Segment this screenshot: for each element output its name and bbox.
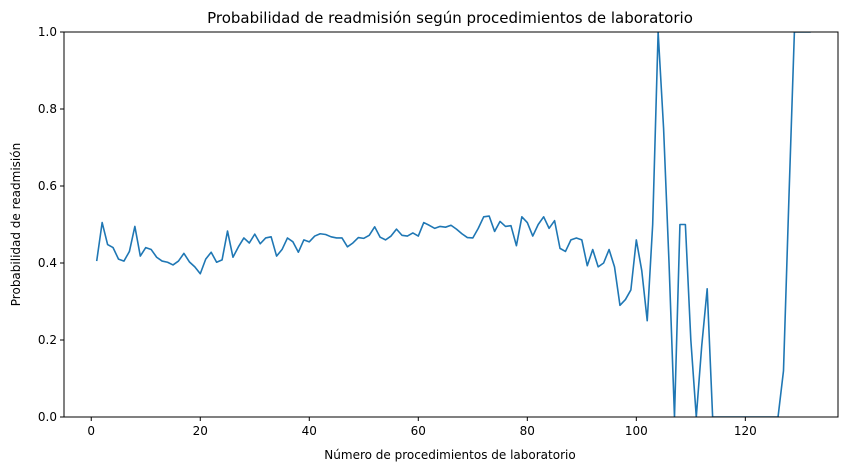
x-axis-label: Número de procedimientos de laboratorio: [324, 448, 575, 462]
x-tick-label: 100: [625, 424, 648, 438]
axes-frame: [63, 31, 839, 418]
y-tick-label: 0.0: [38, 410, 57, 424]
chart-title: Probabilidad de readmisión según procedi…: [207, 9, 693, 27]
x-tick-label: 80: [520, 424, 535, 438]
y-tick-label: 1.0: [38, 25, 57, 39]
x-tick-label: 0: [87, 424, 95, 438]
y-tick-label: 0.4: [38, 256, 57, 270]
y-tick-label: 0.2: [38, 333, 57, 347]
series-line: [95, 32, 811, 417]
x-axis: 0 20 40 60 80 100 120: [87, 417, 757, 438]
y-axis: 0.0 0.2 0.4 0.6 0.8 1.0: [38, 25, 64, 424]
y-axis-label: Probabilidad de readmisión: [9, 143, 23, 306]
x-tick-label: 120: [734, 424, 757, 438]
y-tick-label: 0.6: [38, 179, 57, 193]
x-tick-label: 40: [302, 424, 317, 438]
x-tick-label: 60: [411, 424, 426, 438]
plot-area: [63, 31, 839, 418]
y-tick-label: 0.8: [38, 102, 57, 116]
x-tick-label: 20: [193, 424, 208, 438]
